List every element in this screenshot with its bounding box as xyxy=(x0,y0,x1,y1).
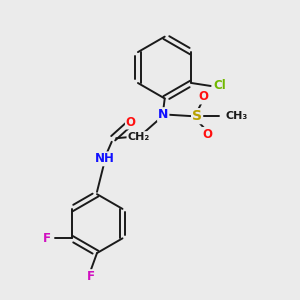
Text: CH₂: CH₂ xyxy=(127,132,149,142)
Text: Cl: Cl xyxy=(213,80,226,92)
Text: O: O xyxy=(126,116,136,128)
Text: S: S xyxy=(192,109,202,123)
Text: CH₃: CH₃ xyxy=(225,111,247,121)
Text: N: N xyxy=(158,108,168,121)
Text: O: O xyxy=(198,91,208,103)
Text: NH: NH xyxy=(94,152,114,165)
Text: F: F xyxy=(86,270,94,283)
Text: F: F xyxy=(44,232,51,245)
Text: O: O xyxy=(202,128,212,141)
